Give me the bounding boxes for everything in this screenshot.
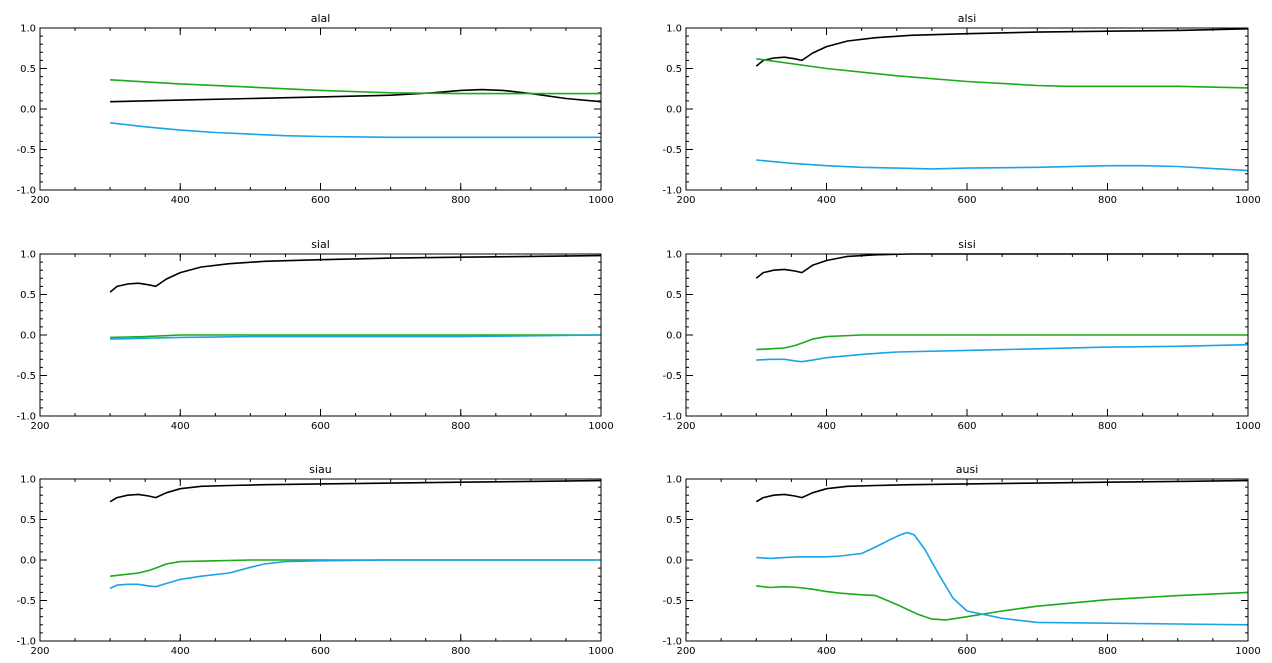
x-tick-label: 1000 <box>588 421 613 432</box>
chart-panel-siau: siau 200 400 600 800 1000 -1.0 -0.5 0.0 0.5 1.0 <box>16 463 613 657</box>
y-tick-label: 0.5 <box>666 64 682 75</box>
plot-frame <box>685 253 1249 417</box>
x-tick-label: 200 <box>30 195 49 206</box>
y-tick-label: -1.0 <box>16 186 36 197</box>
y-tick-label: -1.0 <box>662 186 682 197</box>
y-tick-label: -0.5 <box>662 371 682 382</box>
series-line-black <box>755 28 1249 67</box>
series-line-black <box>755 253 1248 279</box>
x-tick-label: 800 <box>1098 421 1117 432</box>
x-tick-label: 600 <box>957 195 976 206</box>
series-line-blue <box>756 531 1249 626</box>
x-tick-label: 600 <box>957 421 976 432</box>
y-tick-label: 0.0 <box>20 556 36 567</box>
y-tick-label: -0.5 <box>16 145 36 156</box>
x-tick-label: 800 <box>1098 195 1117 206</box>
chart-panel-ausi: ausi 200 400 600 800 1000 -1.0 -0.5 0.0 0.5 1.0 <box>662 463 1260 657</box>
y-tick-label: 1.0 <box>20 250 36 261</box>
x-tick-label: 1000 <box>588 195 613 206</box>
x-tick-label: 200 <box>676 646 695 657</box>
y-tick-label: 1.0 <box>20 475 36 486</box>
x-tick-label: 400 <box>171 421 190 432</box>
y-tick-label: -1.0 <box>662 412 682 423</box>
x-tick-label: 400 <box>171 195 190 206</box>
y-tick-label: -0.5 <box>662 145 682 156</box>
chart-panel-alsi: alsi 200 400 600 800 1000 -1.0 -0.5 0.0 0.5 1.0 <box>662 12 1260 206</box>
plot-frame <box>39 478 602 642</box>
series-line-black <box>109 254 602 293</box>
y-tick-label: 0.5 <box>20 290 36 301</box>
y-tick-label: 0.5 <box>666 290 682 301</box>
y-tick-label: -1.0 <box>16 412 36 423</box>
x-tick-label: 1000 <box>588 646 613 657</box>
x-tick-label: 800 <box>451 195 470 206</box>
series-line-green <box>110 334 601 339</box>
plot-frame <box>39 27 602 191</box>
series-line-blue <box>109 559 601 590</box>
x-tick-label: 1000 <box>1235 646 1260 657</box>
series-line-black <box>109 479 602 503</box>
y-tick-label: -1.0 <box>662 637 682 648</box>
chart-panel-sisi: sisi 200 400 600 800 1000 -1.0 -0.5 0.0 0.5 1.0 <box>662 238 1260 432</box>
x-tick-label: 200 <box>676 421 695 432</box>
x-tick-label: 600 <box>311 421 330 432</box>
x-tick-label: 400 <box>817 421 836 432</box>
y-tick-label: 1.0 <box>666 475 682 486</box>
plot-frame <box>685 478 1249 642</box>
x-tick-label: 600 <box>957 646 976 657</box>
y-tick-label: -0.5 <box>16 371 36 382</box>
y-tick-label: -0.5 <box>662 596 682 607</box>
plot-frame <box>685 27 1249 191</box>
y-tick-label: 0.5 <box>666 515 682 526</box>
series-line-green <box>756 334 1248 351</box>
y-tick-label: -0.5 <box>16 596 36 607</box>
x-tick-label: 1000 <box>1235 195 1260 206</box>
y-tick-label: 0.0 <box>666 331 682 342</box>
y-tick-label: 1.0 <box>666 250 682 261</box>
series-line-green <box>756 585 1249 621</box>
chart-title: ausi <box>956 463 979 476</box>
series-line-black <box>110 88 602 103</box>
y-tick-label: 0.5 <box>20 64 36 75</box>
x-tick-label: 400 <box>171 646 190 657</box>
chart-title: alal <box>311 12 331 25</box>
y-tick-label: 1.0 <box>666 24 682 35</box>
y-tick-label: -1.0 <box>16 637 36 648</box>
series-line-green <box>756 58 1249 89</box>
series-line-green <box>110 79 601 95</box>
x-tick-label: 1000 <box>1235 421 1260 432</box>
chart-panel-alal: alal 200 400 600 800 1000 -1.0 -0.5 0.0 0.5 1.0 <box>16 12 613 206</box>
y-tick-label: 1.0 <box>20 24 36 35</box>
y-tick-label: 0.0 <box>20 105 36 116</box>
x-tick-label: 600 <box>311 195 330 206</box>
series-line-black <box>755 479 1249 503</box>
minor-ticks <box>39 27 602 191</box>
series-line-blue <box>756 343 1249 363</box>
chart-title: siau <box>309 463 332 476</box>
y-tick-label: 0.0 <box>20 331 36 342</box>
y-tick-label: 0.0 <box>666 105 682 116</box>
y-tick-label: 0.0 <box>666 556 682 567</box>
chart-panel-sial: sial 200 400 600 800 1000 -1.0 -0.5 0.0 0.5 1.0 <box>16 238 613 432</box>
x-tick-label: 800 <box>1098 646 1117 657</box>
chart-title: alsi <box>958 12 977 25</box>
x-tick-label: 200 <box>676 195 695 206</box>
series-line-blue <box>110 334 602 340</box>
x-tick-label: 200 <box>30 421 49 432</box>
x-tick-label: 800 <box>451 421 470 432</box>
x-tick-label: 400 <box>817 646 836 657</box>
y-tick-label: 0.5 <box>20 515 36 526</box>
series-line-blue <box>110 122 601 139</box>
x-tick-label: 400 <box>817 195 836 206</box>
plot-frame <box>39 253 602 417</box>
series-line-green <box>110 559 601 577</box>
chart-title: sial <box>311 238 330 251</box>
x-tick-label: 600 <box>311 646 330 657</box>
x-tick-label: 200 <box>30 646 49 657</box>
series-line-blue <box>756 159 1249 172</box>
x-tick-label: 800 <box>451 646 470 657</box>
chart-title: sisi <box>958 238 976 251</box>
